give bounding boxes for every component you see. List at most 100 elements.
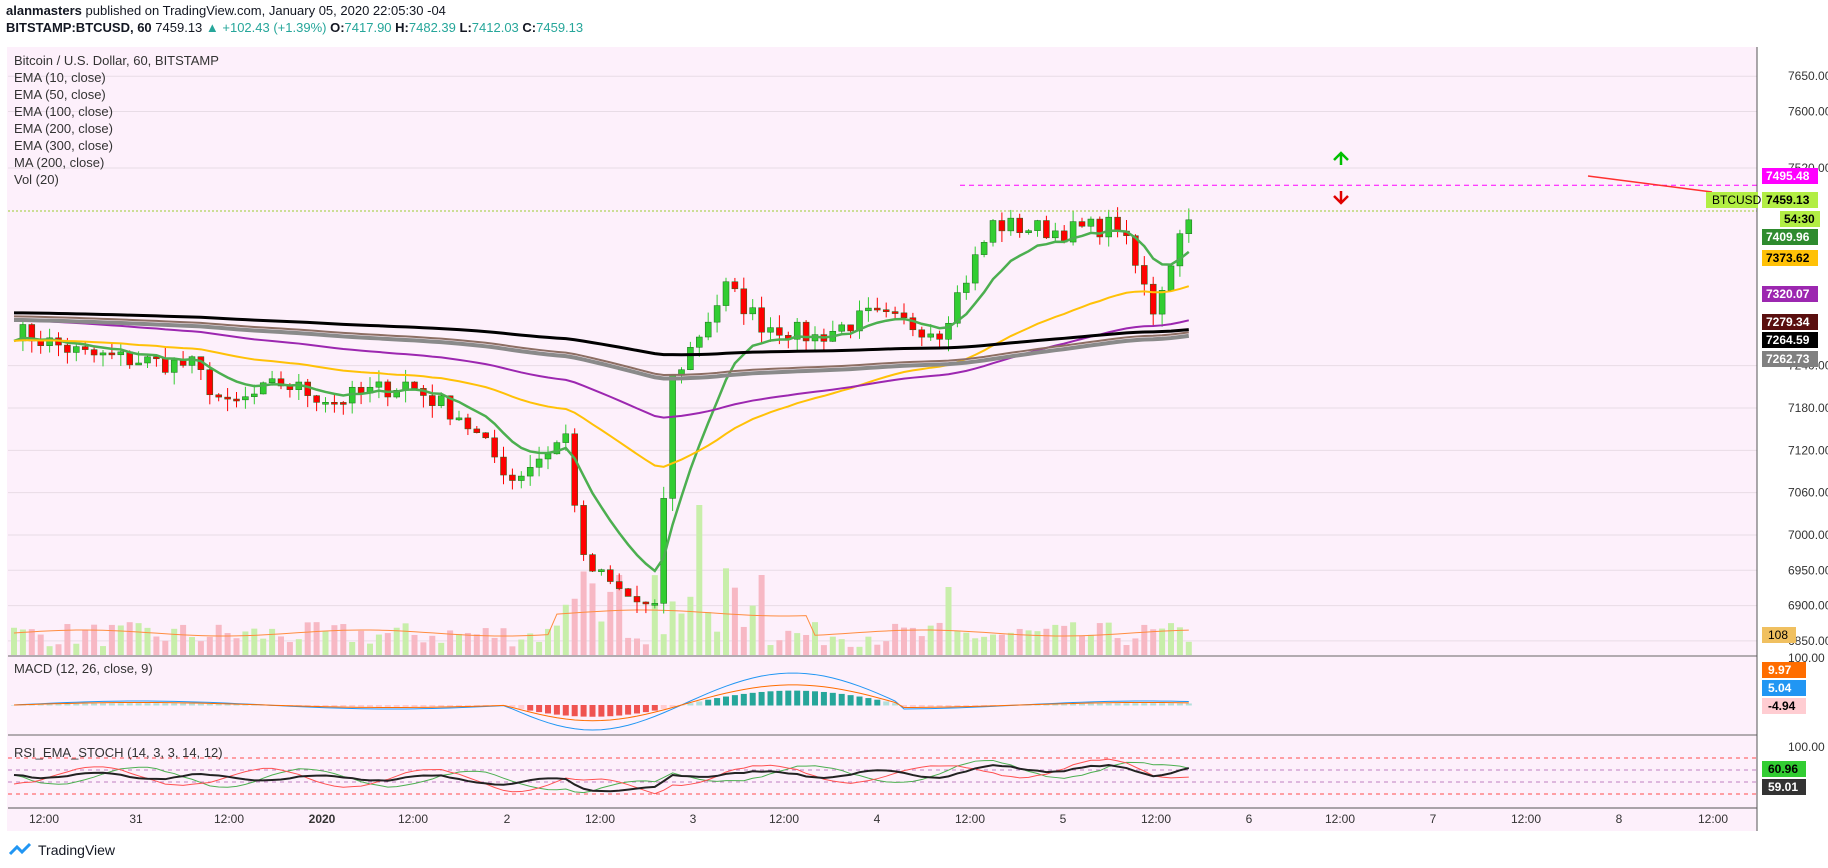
volume-bar	[322, 631, 329, 655]
macd-histogram-bar	[55, 704, 62, 706]
brand-name: TradingView	[38, 842, 116, 858]
volume-bar	[19, 629, 26, 655]
macd-histogram-bar	[625, 705, 632, 715]
price-axis-label: 6900.00	[1788, 599, 1828, 613]
macd-histogram-bar	[1123, 703, 1130, 706]
macd-histogram-bar	[936, 705, 943, 708]
candle-body	[464, 417, 472, 430]
price-tag-label: 7320.07	[1766, 287, 1810, 301]
legend-ema300[interactable]: EMA (300, close)	[14, 138, 113, 153]
volume-bar	[197, 641, 204, 655]
macd-histogram-bar	[829, 692, 836, 706]
macd-histogram-bar	[1079, 703, 1085, 706]
macd-histogram-bar	[456, 705, 462, 707]
candle-body	[233, 398, 240, 402]
volume-bar	[705, 612, 712, 655]
macd-histogram-bar	[536, 705, 543, 713]
macd-histogram-bar	[927, 705, 934, 708]
footer-brand[interactable]: TradingView	[8, 842, 115, 858]
x-tick-label: 31	[129, 812, 143, 826]
volume-bar	[740, 626, 747, 655]
volume-bar	[527, 633, 534, 655]
macd-histogram-bar	[954, 705, 961, 707]
candle-body	[491, 437, 498, 458]
volume-bar	[438, 642, 445, 655]
macd-histogram-bar	[224, 704, 231, 706]
candle-body	[1141, 265, 1148, 285]
x-tick-label: 6	[1246, 812, 1253, 826]
candle-body	[971, 254, 979, 284]
price-tag-bg	[1762, 192, 1818, 208]
volume-bar	[990, 634, 996, 655]
candle-body	[909, 317, 917, 331]
macd-histogram-bar	[82, 703, 89, 706]
legend-ema100[interactable]: EMA (100, close)	[14, 104, 113, 119]
volume-bar	[375, 634, 382, 655]
candle-body	[411, 381, 418, 389]
price-axis-label: 7180.00	[1788, 401, 1828, 415]
macd-legend[interactable]: MACD (12, 26, close, 9)	[14, 661, 153, 676]
candle-body	[322, 402, 329, 405]
price-axis-label: 6950.00	[1788, 563, 1828, 577]
legend-vol[interactable]: Vol (20)	[14, 172, 59, 187]
x-tick-label: 7	[1430, 812, 1437, 826]
volume-bar	[536, 641, 543, 655]
author[interactable]: alanmasters	[6, 3, 82, 18]
trend-line	[1587, 175, 1713, 193]
open-label: O:	[330, 20, 345, 35]
candle-body	[802, 321, 810, 342]
ma200-line	[13, 317, 1190, 381]
candle-body	[482, 432, 489, 439]
candle-body	[144, 356, 151, 364]
candle-body	[624, 588, 632, 597]
candle-body	[46, 337, 53, 346]
volume-bar	[447, 630, 454, 655]
volume-bar	[607, 591, 614, 655]
candle-body	[1052, 230, 1059, 239]
volume-bar	[1025, 630, 1032, 655]
candle-body	[963, 282, 970, 293]
macd-histogram-bar	[1185, 703, 1192, 706]
volume-bar	[108, 624, 115, 655]
volume-bar	[82, 629, 89, 655]
volume-bar	[642, 644, 649, 655]
candle-body	[589, 554, 596, 572]
rsi-pane	[8, 757, 1757, 795]
candle-body	[170, 359, 178, 373]
volume-bar	[1132, 638, 1139, 655]
candle-body	[1158, 290, 1166, 315]
macd-tag-bg	[1762, 698, 1806, 714]
candle-body	[1016, 217, 1023, 233]
volume-bar	[91, 624, 98, 655]
candle-body	[81, 346, 89, 350]
macd-histogram-bar	[571, 705, 578, 717]
legend-ema200[interactable]: EMA (200, close)	[14, 121, 113, 136]
rsi-legend[interactable]: RSI_EMA_STOCH (14, 3, 3, 14, 12)	[14, 745, 223, 760]
legend-ema10[interactable]: EMA (10, close)	[14, 70, 106, 85]
macd-histogram-bar	[197, 703, 204, 706]
macd-histogram-bar	[892, 703, 899, 706]
low-label: L:	[459, 20, 472, 35]
macd-histogram-bar	[1168, 703, 1174, 706]
volume-bar	[945, 587, 952, 655]
candle-body	[891, 311, 899, 314]
legend-ma200[interactable]: MA (200, close)	[14, 155, 105, 170]
volume-bar	[963, 632, 970, 655]
candle-body	[393, 390, 400, 398]
macd-histogram-bar	[794, 690, 801, 706]
candle-body	[749, 307, 756, 315]
candle-body	[215, 394, 222, 398]
macd-histogram-bar	[589, 705, 596, 717]
macd-histogram-bar	[91, 703, 98, 706]
macd-histogram-bar	[1159, 703, 1166, 706]
macd-histogram-bar	[233, 704, 240, 706]
macd-histogram-bar	[687, 703, 694, 706]
candle-body	[598, 569, 605, 572]
macd-axis-label: 100.00	[1788, 651, 1825, 665]
macd-histogram-bar	[189, 703, 195, 706]
candle-body	[331, 402, 338, 405]
volume-bars	[11, 505, 1192, 655]
volume-bar	[251, 628, 258, 655]
legend-ema50[interactable]: EMA (50, close)	[14, 87, 106, 102]
